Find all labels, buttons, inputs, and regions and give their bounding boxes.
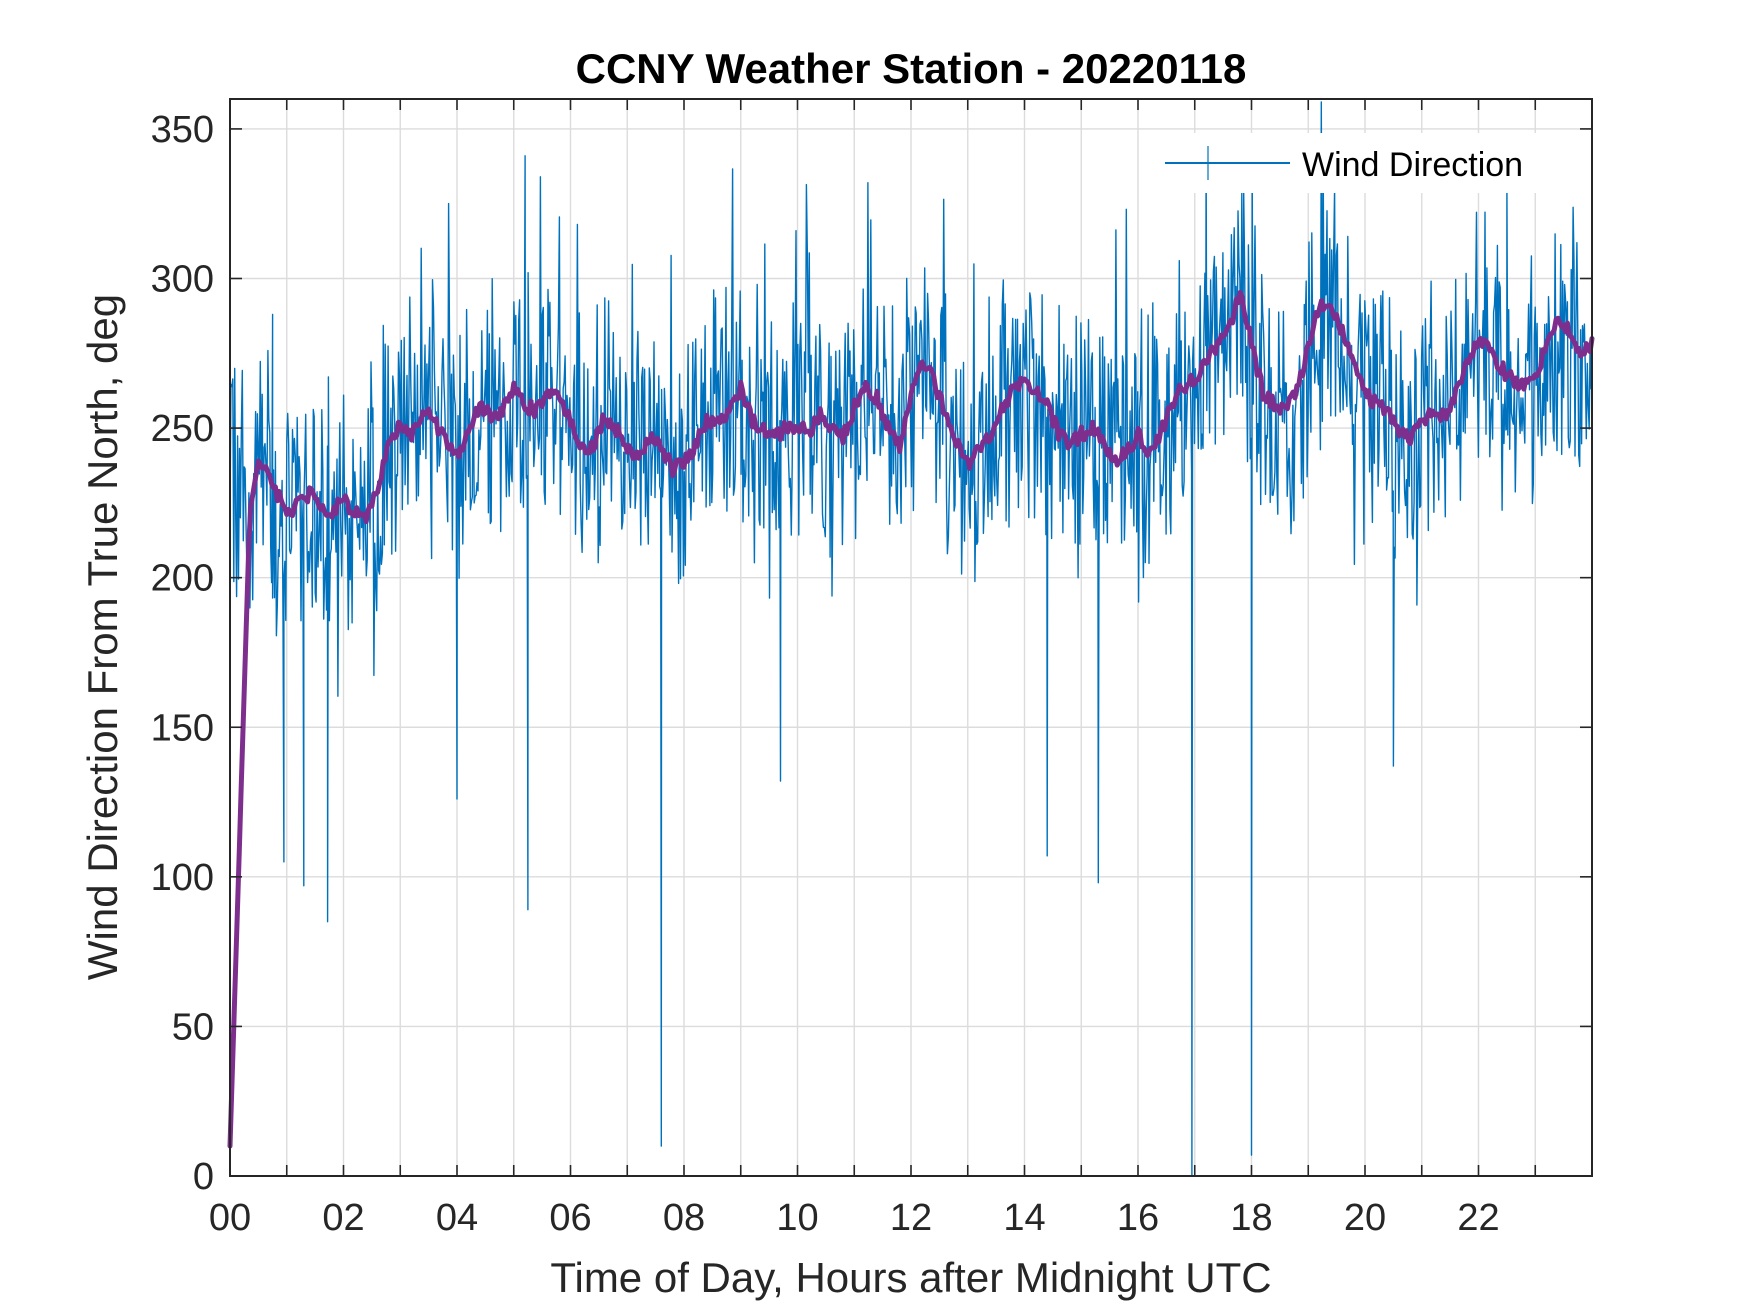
- ticks: 0 50 100 150 200 250 300 350 00 02 04 06 08 10 12 14 16 1…: [151, 99, 1592, 1239]
- x-tick-label: 06: [549, 1197, 591, 1239]
- x-tick-label: 00: [209, 1197, 251, 1239]
- grid: [230, 99, 1592, 1176]
- y-tick-label: 150: [151, 707, 214, 749]
- x-tick-label: 18: [1230, 1197, 1272, 1239]
- y-tick-label: 200: [151, 558, 214, 600]
- x-tick-label: 02: [322, 1197, 364, 1239]
- y-tick-label: 100: [151, 857, 214, 899]
- legend: Wind Direction: [1150, 133, 1560, 193]
- x-tick-label: 16: [1117, 1197, 1159, 1239]
- series-smoothed: [227, 289, 1595, 1149]
- y-tick-label: 350: [151, 109, 214, 151]
- legend-label-wind-direction: Wind Direction: [1302, 146, 1523, 184]
- y-tick-label: 0: [193, 1156, 214, 1198]
- x-axis-label: Time of Day, Hours after Midnight UTC: [550, 1254, 1271, 1301]
- x-tick-label: 20: [1344, 1197, 1386, 1239]
- series-layer: [227, 101, 1595, 1177]
- x-tick-label: 12: [890, 1197, 932, 1239]
- x-tick-label: 08: [663, 1197, 705, 1239]
- y-tick-label: 300: [151, 259, 214, 301]
- y-axis-label: Wind Direction From True North, deg: [79, 294, 126, 980]
- x-tick-label: 14: [1003, 1197, 1045, 1239]
- y-tick-label: 250: [151, 408, 214, 450]
- y-tick-label: 50: [172, 1006, 214, 1048]
- x-tick-label: 10: [776, 1197, 818, 1239]
- x-tick-label: 04: [436, 1197, 478, 1239]
- series-wind-direction: [229, 101, 1593, 1177]
- chart-title: CCNY Weather Station - 20220118: [576, 45, 1247, 92]
- x-tick-label: 22: [1457, 1197, 1499, 1239]
